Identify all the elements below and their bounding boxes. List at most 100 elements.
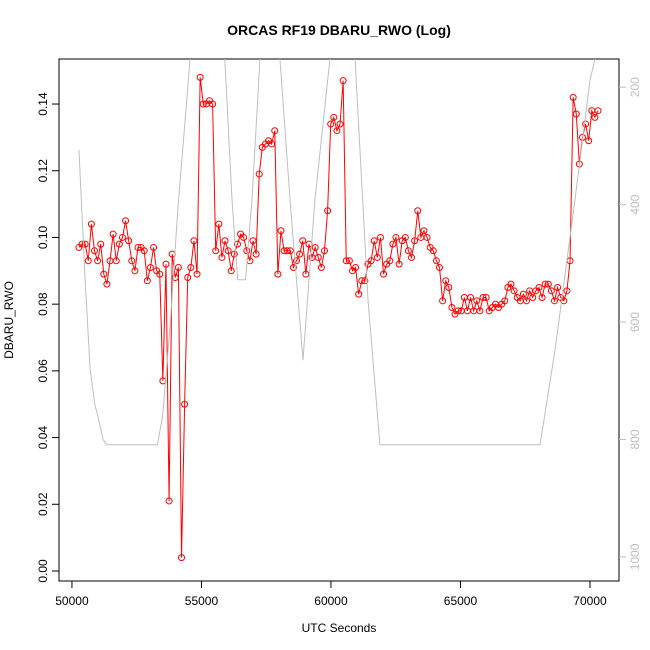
data-point [361,277,369,285]
data-point [118,233,126,241]
data-point [249,237,257,245]
data-point [554,283,562,291]
data-point [445,283,453,291]
data-point [255,170,263,178]
y-tick-label: 0.12 [36,159,50,183]
data-point [339,77,347,85]
data-point [380,270,388,278]
data-point [389,240,397,248]
data-point [115,240,123,248]
data-point [268,140,276,148]
data-point [392,233,400,241]
data-point [128,257,136,265]
data-point [94,257,102,265]
data-point [482,293,490,301]
data-point [181,400,189,408]
data-point [547,287,555,295]
data-point [370,237,378,245]
y2-tick-label: 1000 [628,543,642,570]
data-point [212,247,220,255]
y-tick-label: 0.14 [36,92,50,116]
data-point [401,233,409,241]
y-tick-label: 0.06 [36,359,50,383]
data-point [507,280,515,288]
data-point [196,73,204,81]
data-point [227,267,235,275]
y-axis-label: DBARU_RWO [2,281,16,359]
data-point [87,220,95,228]
data-point [277,227,285,235]
data-point [560,297,568,305]
data-point [355,290,363,298]
data-point [538,293,546,301]
data-point [439,297,447,305]
data-point [386,257,394,265]
data-point [411,237,419,245]
data-point [523,297,531,305]
data-point [240,233,248,241]
data-point [97,240,105,248]
data-point [125,237,133,245]
y2-tick-label: 400 [628,194,642,214]
data-point [190,237,198,245]
y-tick-label: 0.08 [36,292,50,316]
data-point [252,250,260,258]
data-point [286,247,294,255]
data-point [336,120,344,128]
data-point [311,243,319,251]
data-point [165,497,173,505]
data-point [432,257,440,265]
data-point [476,307,484,315]
data-point [473,297,481,305]
data-point [122,217,130,225]
data-point [352,263,360,271]
data-point [233,240,241,248]
y2-tick-label: 600 [628,312,642,332]
data-point [171,273,179,281]
data-point [563,287,571,295]
data-point [178,554,186,562]
data-point [358,277,366,285]
data-point [215,220,223,228]
data-point [90,247,98,255]
data-point [271,127,279,135]
data-point [510,287,518,295]
data-point [131,267,139,275]
data-point [274,270,282,278]
data-point [84,257,92,265]
series-line [78,59,596,446]
data-point [109,230,117,238]
data-point [143,277,151,285]
x-tick-label: 60000 [314,594,348,608]
y-tick-label: 0.02 [36,492,50,516]
data-point [442,277,450,285]
data-point [435,263,443,271]
data-point [572,110,580,118]
data-point [81,240,89,248]
data-point [193,270,201,278]
data-point [544,280,552,288]
x-axis-label: UTC Seconds [302,621,377,635]
data-point [146,263,154,271]
data-point [112,257,120,265]
data-point [585,137,593,145]
plot-area [75,59,602,562]
data-point [156,270,164,278]
data-point [429,247,437,255]
x-tick-label: 50000 [55,594,89,608]
data-point [376,233,384,241]
data-point [541,280,549,288]
data-point [224,247,232,255]
plot-frame [58,58,620,582]
data-point [314,253,322,261]
data-point [345,257,353,265]
data-point [591,113,599,121]
y2-tick-label: 200 [628,77,642,97]
data-point [199,100,207,108]
data-point [78,240,86,248]
data-point [448,303,456,311]
x-tick-label: 70000 [573,594,607,608]
data-point [467,293,475,301]
data-point [289,263,297,271]
